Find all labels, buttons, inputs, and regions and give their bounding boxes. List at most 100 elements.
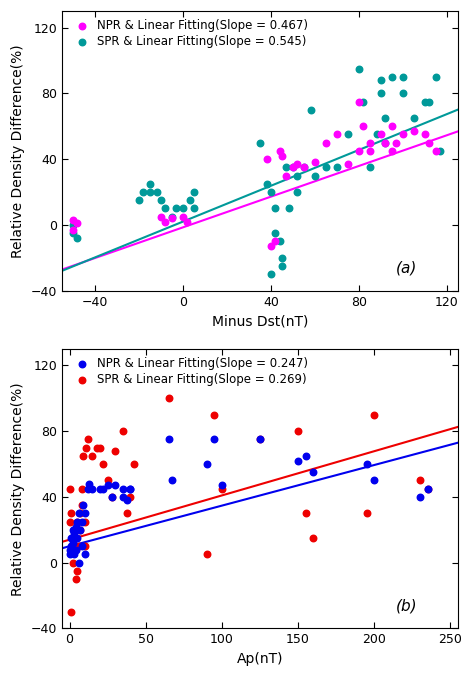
NPR & Linear Fitting(Slope = 0.247): [363, 458, 370, 469]
NPR & Linear Fitting(Slope = 0.247): [80, 500, 87, 510]
NPR & Linear Fitting(Slope = 0.247): [310, 467, 317, 478]
SPR & Linear Fitting(Slope = 0.269): [73, 516, 81, 527]
SPR & Linear Fitting(Slope = 0.545): [162, 203, 169, 214]
SPR & Linear Fitting(Slope = 0.269): [72, 541, 80, 552]
NPR & Linear Fitting(Slope = 0.467): [344, 158, 352, 169]
SPR & Linear Fitting(Slope = 0.545): [146, 187, 154, 198]
NPR & Linear Fitting(Slope = 0.247): [69, 538, 76, 548]
SPR & Linear Fitting(Slope = 0.269): [256, 434, 264, 445]
SPR & Linear Fitting(Slope = 0.545): [285, 203, 292, 214]
SPR & Linear Fitting(Slope = 0.545): [382, 112, 389, 123]
NPR & Linear Fitting(Slope = 0.247): [78, 516, 85, 527]
SPR & Linear Fitting(Slope = 0.269): [78, 483, 85, 494]
SPR & Linear Fitting(Slope = 0.269): [416, 475, 424, 486]
NPR & Linear Fitting(Slope = 0.247): [256, 434, 264, 445]
NPR & Linear Fitting(Slope = 0.247): [424, 483, 431, 494]
SPR & Linear Fitting(Slope = 0.269): [99, 458, 107, 469]
Y-axis label: Relative Density Difference(%): Relative Density Difference(%): [11, 382, 25, 596]
NPR & Linear Fitting(Slope = 0.247): [73, 516, 81, 527]
NPR & Linear Fitting(Slope = 0.247): [416, 492, 424, 502]
SPR & Linear Fitting(Slope = 0.545): [168, 211, 176, 222]
NPR & Linear Fitting(Slope = 0.467): [392, 137, 400, 148]
NPR & Linear Fitting(Slope = 0.467): [388, 121, 396, 131]
NPR & Linear Fitting(Slope = 0.247): [111, 480, 119, 491]
SPR & Linear Fitting(Slope = 0.545): [135, 195, 143, 206]
NPR & Linear Fitting(Slope = 0.247): [89, 483, 96, 494]
NPR & Linear Fitting(Slope = 0.247): [119, 492, 127, 502]
SPR & Linear Fitting(Slope = 0.269): [69, 557, 76, 568]
NPR & Linear Fitting(Slope = 0.247): [66, 544, 73, 555]
SPR & Linear Fitting(Slope = 0.545): [333, 162, 341, 173]
NPR & Linear Fitting(Slope = 0.247): [81, 549, 89, 560]
NPR & Linear Fitting(Slope = 0.467): [421, 129, 429, 140]
SPR & Linear Fitting(Slope = 0.269): [80, 450, 87, 461]
NPR & Linear Fitting(Slope = 0.247): [96, 483, 104, 494]
SPR & Linear Fitting(Slope = 0.545): [272, 227, 279, 238]
SPR & Linear Fitting(Slope = 0.269): [84, 434, 91, 445]
NPR & Linear Fitting(Slope = 0.467): [69, 224, 77, 235]
Legend: NPR & Linear Fitting(Slope = 0.467), SPR & Linear Fitting(Slope = 0.545): NPR & Linear Fitting(Slope = 0.467), SPR…: [68, 17, 310, 51]
SPR & Linear Fitting(Slope = 0.269): [73, 565, 81, 576]
NPR & Linear Fitting(Slope = 0.247): [85, 479, 93, 489]
NPR & Linear Fitting(Slope = 0.467): [69, 215, 77, 225]
SPR & Linear Fitting(Slope = 0.269): [294, 426, 302, 437]
SPR & Linear Fitting(Slope = 0.269): [104, 475, 111, 486]
NPR & Linear Fitting(Slope = 0.247): [119, 483, 127, 494]
NPR & Linear Fitting(Slope = 0.247): [210, 434, 218, 445]
NPR & Linear Fitting(Slope = 0.467): [263, 154, 270, 165]
SPR & Linear Fitting(Slope = 0.545): [293, 187, 301, 198]
SPR & Linear Fitting(Slope = 0.545): [139, 187, 147, 198]
SPR & Linear Fitting(Slope = 0.545): [360, 96, 367, 107]
NPR & Linear Fitting(Slope = 0.247): [72, 521, 80, 532]
NPR & Linear Fitting(Slope = 0.247): [127, 483, 134, 494]
NPR & Linear Fitting(Slope = 0.467): [410, 126, 418, 137]
NPR & Linear Fitting(Slope = 0.247): [70, 527, 78, 538]
SPR & Linear Fitting(Slope = 0.545): [421, 96, 429, 107]
SPR & Linear Fitting(Slope = 0.269): [363, 508, 370, 519]
NPR & Linear Fitting(Slope = 0.247): [81, 508, 89, 519]
SPR & Linear Fitting(Slope = 0.269): [78, 500, 85, 510]
NPR & Linear Fitting(Slope = 0.467): [73, 218, 81, 229]
SPR & Linear Fitting(Slope = 0.545): [157, 195, 165, 206]
SPR & Linear Fitting(Slope = 0.269): [218, 483, 226, 494]
SPR & Linear Fitting(Slope = 0.545): [377, 88, 385, 99]
SPR & Linear Fitting(Slope = 0.269): [72, 573, 80, 584]
NPR & Linear Fitting(Slope = 0.467): [276, 146, 283, 156]
SPR & Linear Fitting(Slope = 0.545): [289, 162, 297, 173]
SPR & Linear Fitting(Slope = 0.545): [256, 137, 264, 148]
SPR & Linear Fitting(Slope = 0.545): [272, 203, 279, 214]
SPR & Linear Fitting(Slope = 0.269): [66, 516, 73, 527]
SPR & Linear Fitting(Slope = 0.269): [81, 516, 89, 527]
NPR & Linear Fitting(Slope = 0.247): [104, 480, 111, 491]
Text: (a): (a): [396, 261, 417, 276]
X-axis label: Ap(nT): Ap(nT): [237, 652, 283, 666]
NPR & Linear Fitting(Slope = 0.247): [67, 541, 75, 552]
NPR & Linear Fitting(Slope = 0.467): [311, 157, 319, 168]
SPR & Linear Fitting(Slope = 0.545): [190, 203, 198, 214]
SPR & Linear Fitting(Slope = 0.545): [276, 236, 283, 246]
NPR & Linear Fitting(Slope = 0.467): [183, 216, 191, 227]
SPR & Linear Fitting(Slope = 0.545): [173, 203, 180, 214]
SPR & Linear Fitting(Slope = 0.545): [382, 137, 389, 148]
SPR & Linear Fitting(Slope = 0.269): [76, 508, 84, 519]
SPR & Linear Fitting(Slope = 0.545): [186, 195, 193, 206]
NPR & Linear Fitting(Slope = 0.467): [355, 146, 363, 156]
NPR & Linear Fitting(Slope = 0.467): [388, 146, 396, 156]
NPR & Linear Fitting(Slope = 0.467): [360, 121, 367, 131]
NPR & Linear Fitting(Slope = 0.467): [289, 162, 297, 173]
SPR & Linear Fitting(Slope = 0.545): [410, 112, 418, 123]
NPR & Linear Fitting(Slope = 0.247): [168, 475, 175, 486]
SPR & Linear Fitting(Slope = 0.545): [366, 162, 374, 173]
NPR & Linear Fitting(Slope = 0.467): [157, 211, 165, 222]
NPR & Linear Fitting(Slope = 0.467): [168, 213, 176, 223]
SPR & Linear Fitting(Slope = 0.545): [153, 187, 160, 198]
NPR & Linear Fitting(Slope = 0.247): [75, 557, 82, 568]
SPR & Linear Fitting(Slope = 0.269): [165, 393, 173, 403]
SPR & Linear Fitting(Slope = 0.545): [322, 162, 330, 173]
NPR & Linear Fitting(Slope = 0.247): [124, 495, 131, 506]
NPR & Linear Fitting(Slope = 0.247): [70, 549, 78, 560]
NPR & Linear Fitting(Slope = 0.247): [73, 533, 81, 544]
SPR & Linear Fitting(Slope = 0.545): [69, 227, 77, 238]
SPR & Linear Fitting(Slope = 0.545): [437, 146, 444, 156]
NPR & Linear Fitting(Slope = 0.467): [382, 137, 389, 148]
